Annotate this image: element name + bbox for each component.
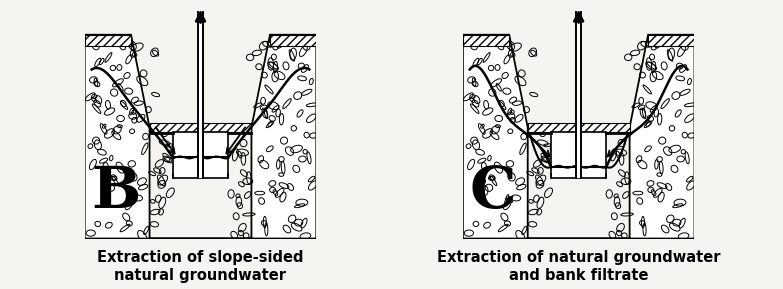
Bar: [551, 132, 607, 178]
Bar: [85, 35, 131, 46]
Text: Extraction of slope-sided
natural groundwater: Extraction of slope-sided natural ground…: [97, 250, 304, 283]
Polygon shape: [85, 35, 316, 238]
Bar: [528, 123, 630, 132]
Bar: [270, 35, 316, 46]
Bar: [463, 35, 509, 46]
Polygon shape: [463, 35, 695, 238]
Bar: [173, 132, 229, 178]
Text: B: B: [92, 164, 141, 220]
Text: C: C: [470, 164, 516, 220]
Text: Extraction of natural groundwater
and bank filtrate: Extraction of natural groundwater and ba…: [437, 250, 720, 283]
Bar: [150, 123, 251, 132]
Bar: [576, 12, 581, 178]
Bar: [648, 35, 695, 46]
Bar: [198, 12, 203, 178]
